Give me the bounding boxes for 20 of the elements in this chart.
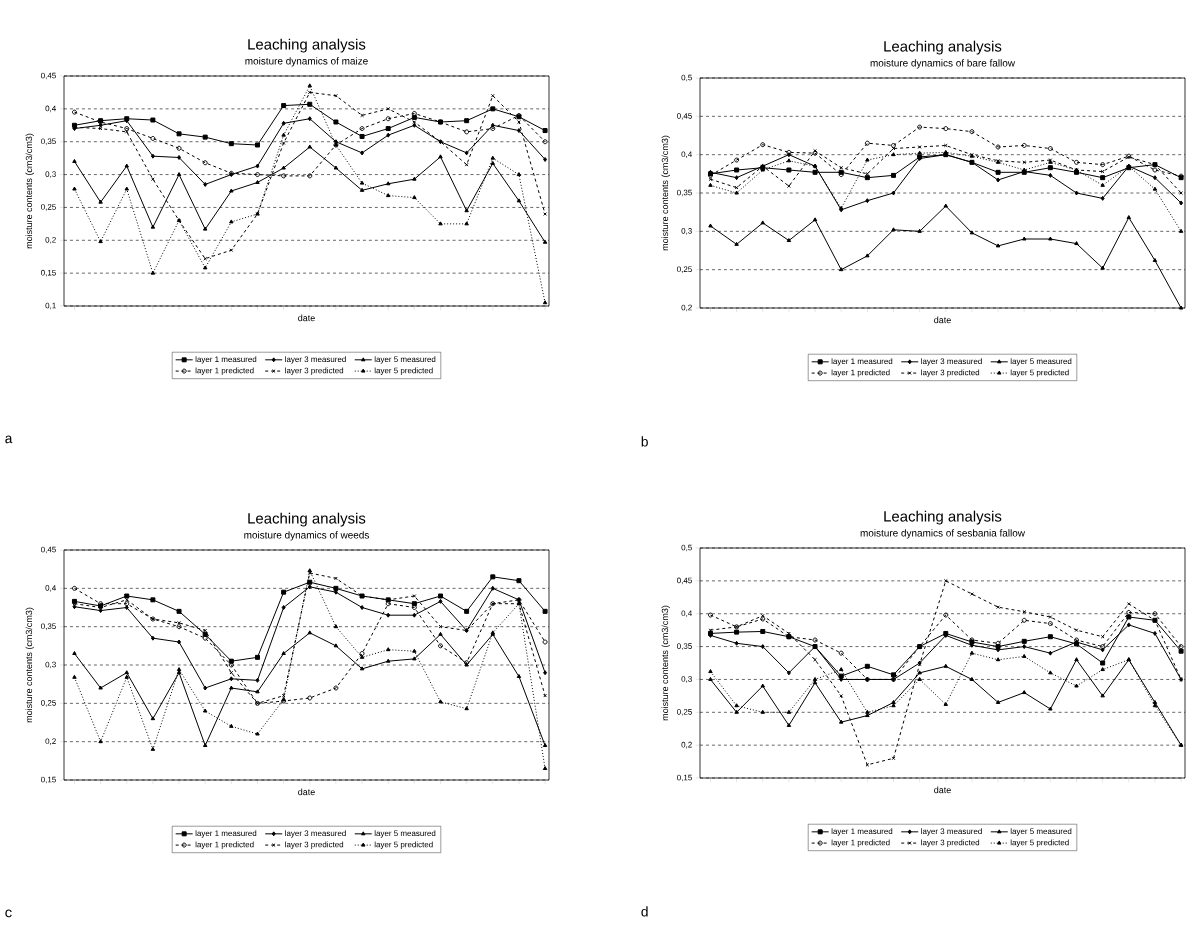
text: c bbox=[5, 909, 12, 918]
chart-title: Leaching analysis bbox=[248, 38, 366, 53]
chart-title: Leaching analysis bbox=[248, 512, 366, 527]
y-axis-title: moisture contents (cm3/cm3) bbox=[661, 605, 670, 721]
text: d bbox=[641, 906, 648, 917]
x-axis-title: date bbox=[298, 788, 315, 796]
chart-subtitle: moisture dynamics of weeds bbox=[244, 531, 369, 541]
chart-subtitle: moisture dynamics of bare fallow bbox=[870, 59, 1016, 69]
y-axis-title: moisture contents (cm3/cm3) bbox=[25, 133, 34, 249]
x-axis-title: date bbox=[934, 786, 951, 794]
text: a bbox=[5, 435, 13, 444]
y-axis-title: moisture contents (cm3/cm3) bbox=[25, 607, 34, 723]
chart-subtitle: moisture dynamics of sesbania fallow bbox=[860, 529, 1026, 539]
x-axis-title: date bbox=[934, 316, 951, 324]
chart-title: Leaching analysis bbox=[884, 40, 1002, 55]
chart-subtitle: moisture dynamics of maize bbox=[245, 57, 368, 67]
y-axis-title: moisture contents (cm3/cm3) bbox=[661, 135, 670, 251]
text: b bbox=[641, 436, 648, 447]
chart-title: Leaching analysis bbox=[884, 510, 1002, 525]
x-axis-title: date bbox=[298, 314, 315, 322]
